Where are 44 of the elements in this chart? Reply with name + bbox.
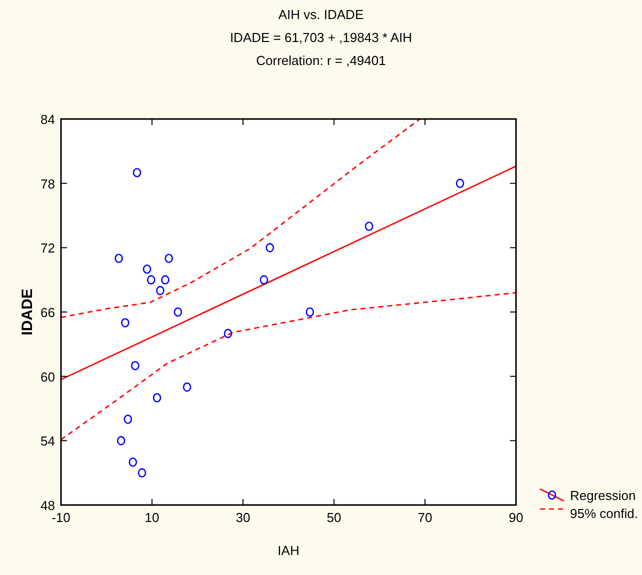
y-tick-label: 66 [40, 305, 55, 320]
point [114, 254, 123, 264]
x-tick-label: 90 [508, 510, 524, 525]
point [138, 468, 146, 478]
legend-label: 95% confid. [570, 506, 638, 521]
point [174, 307, 182, 317]
point [161, 275, 170, 284]
point [224, 328, 232, 338]
y-tick-label: 84 [40, 112, 55, 127]
point [116, 436, 126, 446]
y-tick-label: 72 [40, 240, 55, 256]
point [182, 382, 192, 392]
x-tick-label: -10 [52, 510, 70, 525]
point [142, 264, 152, 274]
y-tick-label: 48 [40, 498, 55, 513]
point [132, 168, 142, 178]
y-tick-label: 78 [40, 176, 55, 192]
text: Correlation: r = ,49401 [256, 53, 386, 68]
point [124, 414, 132, 424]
point [260, 275, 268, 284]
chart-subtitle: IDADE = 61,703 + ,19843 * AIH [230, 30, 412, 45]
point [164, 254, 173, 264]
x-tick-label: 30 [236, 510, 250, 525]
point [266, 243, 274, 252]
y-axis-title: IDADE [19, 288, 36, 336]
point [456, 178, 464, 188]
point [121, 318, 130, 328]
point [128, 457, 138, 467]
point [364, 222, 374, 231]
y-tick-label: 60 [40, 369, 55, 384]
line-series [61, 119, 421, 318]
y-tick-label: 54 [40, 434, 55, 449]
point [146, 275, 156, 284]
point [152, 393, 162, 402]
point [306, 307, 314, 317]
x-tick-label: 50 [326, 510, 342, 525]
point [156, 286, 164, 296]
point [131, 360, 140, 370]
x-tick-label: 10 [144, 510, 160, 525]
legend-label: Regression [570, 488, 636, 503]
x-axis-title: IAH [278, 543, 300, 558]
chart-title: AIH vs. IDADE [278, 7, 364, 22]
line-series [61, 292, 516, 440]
x-tick-label: 70 [418, 510, 432, 525]
